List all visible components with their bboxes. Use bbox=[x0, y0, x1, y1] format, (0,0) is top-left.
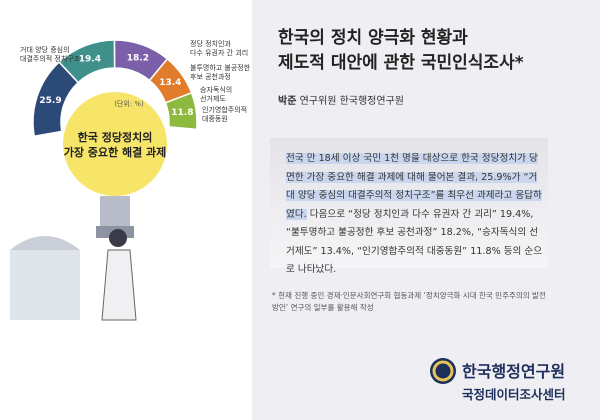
body-text: 전국 만 18세 이상 국민 1천 명을 대상으로 한국 정당정치가 당면한 가… bbox=[286, 150, 546, 280]
building-dome bbox=[10, 236, 80, 250]
person bbox=[109, 229, 127, 247]
org-name: 한국행정연구원 bbox=[462, 362, 566, 381]
person bbox=[101, 249, 137, 321]
category-label: 인기영합주의적 대중동원 bbox=[202, 106, 248, 123]
category-label: 승자독식의 선거제도 bbox=[200, 86, 233, 103]
value-label: 13.4 bbox=[159, 78, 181, 88]
value-label: 18.2 bbox=[127, 53, 149, 63]
donut-segment bbox=[164, 91, 198, 131]
value-label: 19.4 bbox=[79, 54, 101, 64]
bulb-base bbox=[100, 196, 130, 226]
building bbox=[10, 250, 80, 320]
body-rest: 다음으로 “정당 정치인과 다수 유권자 간 괴리” 19.4%, “불투명하고… bbox=[286, 208, 543, 276]
value-label: 25.9 bbox=[39, 96, 61, 106]
category-label: 거대 양당 중심의 대결주의적 정치구조 bbox=[20, 46, 81, 63]
chart: 25.9 19.4 18.2 13.4 11.8 (단위: %) 한국 정당정치의 가장 중요… bbox=[10, 39, 198, 321]
value-label: 11.8 bbox=[171, 108, 193, 118]
author-affiliation: 연구위원 한국행정연구원 bbox=[299, 96, 404, 107]
chart-title: 한국 정당정치의 가장 중요한 해결 과제 bbox=[64, 130, 167, 159]
category-label: 정당 정치인과 다수 유권자 간 괴리 bbox=[190, 40, 249, 57]
logo bbox=[430, 358, 456, 384]
author-name: 박준 bbox=[278, 96, 297, 107]
bulb bbox=[63, 92, 167, 196]
title: 한국의 정치 양극화 현황과 제도적 대안에 관한 국민인식조사* bbox=[278, 28, 524, 73]
author: 박준 연구위원 한국행정연구원 bbox=[278, 92, 404, 107]
unit-note: (단위: %) bbox=[114, 99, 144, 108]
footnote: * 현재 진행 중인 경제·인문사회연구회 협동과제 ‘정치양극화 시대 한국 … bbox=[272, 291, 546, 312]
category-label: 불투명하고 불공정한 후보 공천과정 bbox=[190, 64, 251, 81]
center-name: 국정데이터조사센터 bbox=[462, 387, 566, 402]
